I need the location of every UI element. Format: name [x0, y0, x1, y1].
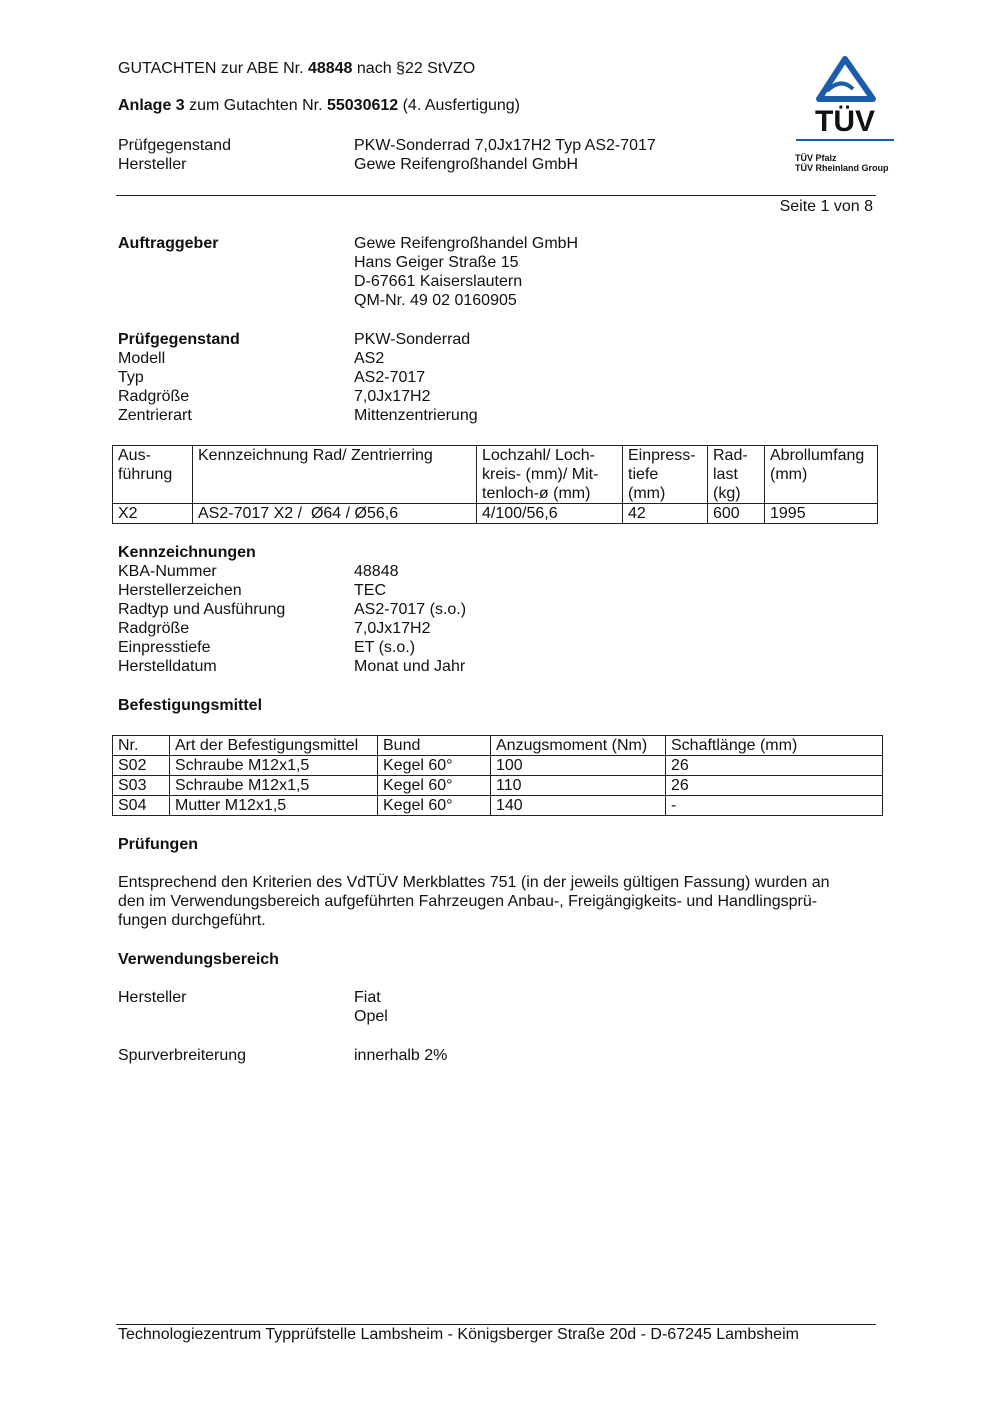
logo-line2: TÜV Rheinland Group: [795, 163, 889, 173]
value: ET (s.o.): [354, 639, 416, 656]
table-cell: 600: [707, 503, 765, 524]
label: Hersteller: [118, 156, 187, 173]
value: Gewe Reifengroßhandel GmbH: [354, 235, 579, 252]
label: Radtyp und Ausführung: [118, 601, 286, 618]
logo-line1: TÜV Pfalz: [795, 153, 837, 163]
table-cell: 26: [665, 755, 883, 776]
section-label: Prüfgegenstand: [118, 331, 240, 348]
paragraph-line: Entsprechend den Kriterien des VdTÜV Mer…: [118, 874, 830, 891]
label: Spurverbreiterung: [118, 1047, 247, 1064]
paragraph-line: den im Verwendungsbereich aufgeführten F…: [118, 893, 818, 910]
label: Radgröße: [118, 388, 190, 405]
table-cell: Kennzeichnung Rad/ Zentrierring: [192, 445, 477, 504]
footer-divider: [116, 1324, 876, 1325]
page-number: Seite 1 von 8: [779, 198, 873, 215]
table-cell: Mutter M12x1,5: [169, 795, 378, 816]
table-cell: Kegel 60°: [377, 775, 491, 796]
table-header-row: Nr. Art der Befestigungsmittel Bund Anzugsm…: [112, 735, 883, 756]
label: Modell: [118, 350, 166, 367]
value: Gewe Reifengroßhandel GmbH: [354, 156, 579, 173]
table-cell: Kegel 60°: [377, 795, 491, 816]
label: Zentrierart: [118, 407, 192, 424]
header-divider: [116, 195, 876, 196]
value: Monat und Jahr: [354, 658, 466, 675]
table-header-row: Aus- führung Kennzeichnung Rad/ Zentrierr…: [112, 445, 878, 504]
table-cell: Nr.: [112, 735, 170, 756]
table-cell: Kegel 60°: [377, 755, 491, 776]
section-title: Befestigungsmittel: [118, 697, 263, 714]
value: innerhalb 2%: [354, 1047, 448, 1064]
header-title: GUTACHTEN zur ABE Nr. 48848 nach §22 StV…: [118, 60, 476, 77]
table-cell: Art der Befestigungsmittel: [169, 735, 378, 756]
value: D-67661 Kaiserslautern: [354, 273, 523, 290]
table-cell: Schraube M12x1,5: [169, 775, 378, 796]
value: PKW-Sonderrad 7,0Jx17H2 Typ AS2-7017: [354, 137, 656, 154]
table-cell: S04: [112, 795, 170, 816]
table-cell: 26: [665, 775, 883, 796]
value: PKW-Sonderrad: [354, 331, 471, 348]
wheel-table: Aus- führung Kennzeichnung Rad/ Zentrierr…: [112, 445, 878, 524]
table-row: S04 Mutter M12x1,5 Kegel 60° 140-: [112, 795, 883, 816]
header-subtitle: Anlage 3 zum Gutachten Nr. 55030612 (4. …: [118, 97, 520, 114]
value: TEC: [354, 582, 386, 599]
section-label: Auftraggeber: [118, 235, 219, 252]
label: Herstellerzeichen: [118, 582, 242, 599]
value: Opel: [354, 1008, 388, 1025]
table-cell: 4/100/56,6: [476, 503, 623, 524]
paragraph-line: fungen durchgeführt.: [118, 912, 266, 929]
tuv-logo: TÜV TÜV Pfalz TÜV Rheinland Group: [793, 55, 898, 180]
footer: Technologiezentrum Typprüfstelle Lambshe…: [118, 1326, 799, 1343]
value: AS2-7017: [354, 369, 426, 386]
table-cell: 100: [490, 755, 666, 776]
value: AS2-7017 (s.o.): [354, 601, 467, 618]
table-cell: 140: [490, 795, 666, 816]
table-row: S02 Schraube M12x1,5 Kegel 60° 100 26: [112, 755, 883, 776]
fastener-table: Nr. Art der Befestigungsmittel Bund Anzugsm…: [112, 735, 883, 816]
table-cell: 110: [490, 775, 666, 796]
tuv-triangle-icon: TÜV: [815, 56, 876, 138]
table-cell: Anzugsmoment (Nm): [490, 735, 666, 756]
section-title: Kennzeichnungen: [118, 544, 256, 561]
table-cell: Schraube M12x1,5: [169, 755, 378, 776]
table-cell: S02: [112, 755, 170, 776]
table-cell: 42: [622, 503, 708, 524]
value: 7,0Jx17H2: [354, 620, 431, 637]
value: Mittenzentrierung: [354, 407, 478, 424]
value: AS2: [354, 350, 385, 367]
label: Herstelldatum: [118, 658, 217, 675]
section-title: Prüfungen: [118, 836, 198, 853]
svg-text:TÜV: TÜV: [815, 105, 875, 135]
label: Radgröße: [118, 620, 190, 637]
value: QM-Nr. 49 02 0160905: [354, 292, 517, 309]
section-title: Verwendungsbereich: [118, 951, 279, 968]
table-cell: 1995: [764, 503, 878, 524]
table-cell: Aus- führung: [112, 445, 193, 504]
table-cell: Abrollumfang (mm): [764, 445, 878, 504]
label: KBA-Nummer: [118, 563, 217, 580]
table-cell: Rad- last (kg): [707, 445, 765, 504]
table-cell: AS2-7017 X2 / Ø64 / Ø56,6: [192, 503, 477, 524]
table-cell: Bund: [377, 735, 491, 756]
value: 48848: [354, 563, 399, 580]
table-row: S03 Schraube M12x1,5 Kegel 60° 110 26: [112, 775, 883, 796]
label: Hersteller: [118, 989, 187, 1006]
table-cell: -: [665, 795, 883, 816]
label: Einpresstiefe: [118, 639, 211, 656]
value: Fiat: [354, 989, 381, 1006]
table-cell: Schaftlänge (mm): [665, 735, 883, 756]
label: Prüfgegenstand: [118, 137, 231, 154]
label: Typ: [118, 369, 144, 386]
value: 7,0Jx17H2: [354, 388, 431, 405]
table-cell: Lochzahl/ Loch- kreis- (mm)/ Mit- tenloc…: [476, 445, 623, 504]
table-cell: Einpress- tiefe (mm): [622, 445, 708, 504]
table-cell: S03: [112, 775, 170, 796]
value: Hans Geiger Straße 15: [354, 254, 519, 271]
table-cell: X2: [112, 503, 193, 524]
table-row: X2 AS2-7017 X2 / Ø64 / Ø56,6 4/100/56,6 42 6…: [112, 503, 878, 524]
